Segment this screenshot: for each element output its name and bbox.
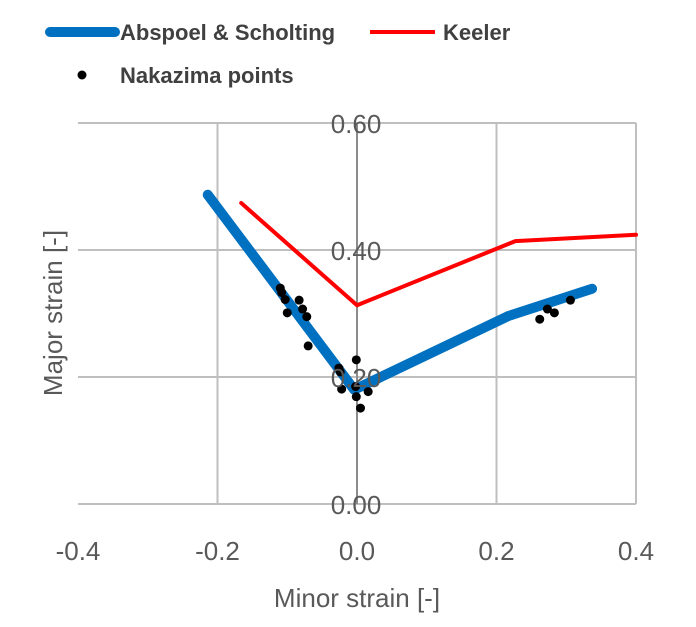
legend-label-keeler: Keeler	[443, 20, 511, 45]
y-tick-label: 0.00	[331, 490, 382, 520]
x-tick-label: 0.2	[478, 536, 514, 566]
x-axis-label: Minor strain [-]	[274, 583, 440, 613]
y-axis-label: Major strain [-]	[38, 230, 68, 396]
y-tick-label: 0.60	[331, 109, 382, 139]
x-tick-label: -0.2	[195, 536, 240, 566]
x-tick-label: 0.4	[618, 536, 654, 566]
legend-swatch-nakazima	[77, 70, 87, 80]
data-point	[351, 382, 361, 392]
data-point	[294, 295, 304, 305]
data-point	[303, 341, 313, 351]
data-point	[282, 308, 292, 318]
data-point	[302, 312, 312, 322]
data-point	[335, 367, 345, 377]
data-point	[277, 288, 287, 298]
legend-label-abspoel: Abspoel & Scholting	[120, 20, 335, 45]
x-tick-label: -0.4	[56, 536, 101, 566]
data-point	[549, 308, 559, 318]
data-point	[337, 384, 347, 394]
data-point	[355, 403, 365, 413]
data-point	[351, 392, 361, 402]
data-point	[351, 355, 361, 365]
data-point	[542, 304, 552, 314]
data-point	[298, 304, 308, 314]
y-tick-label: 0.20	[331, 363, 382, 393]
data-point	[535, 314, 545, 324]
legend-label-nakazima: Nakazima points	[120, 63, 294, 88]
x-tick-label: 0.0	[339, 536, 375, 566]
y-tick-label: 0.40	[331, 236, 382, 266]
data-point	[565, 295, 575, 305]
series-line-keeler	[239, 201, 638, 308]
data-point	[363, 387, 373, 397]
data-point	[280, 295, 290, 305]
